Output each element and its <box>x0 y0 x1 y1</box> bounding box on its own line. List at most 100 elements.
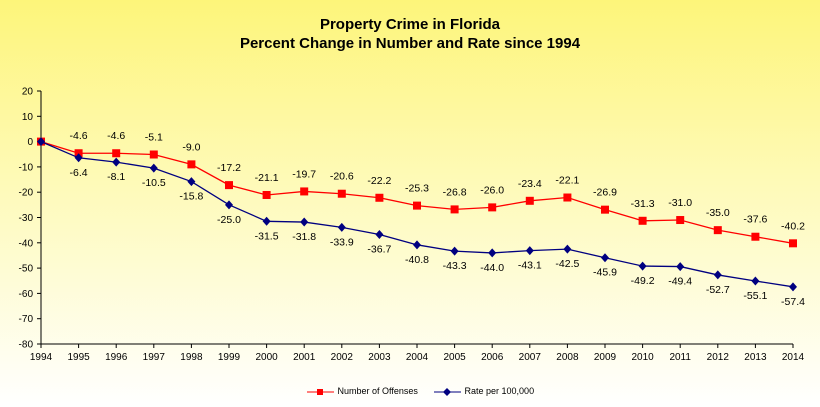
data-label-offenses: -26.0 <box>480 184 504 196</box>
data-point-rate <box>751 276 760 286</box>
data-point-offenses <box>337 189 346 198</box>
data-point-rate <box>225 200 233 210</box>
data-point-rate <box>563 244 572 254</box>
data-label-rate: -52.7 <box>706 284 730 296</box>
data-label-rate: -42.5 <box>555 258 579 270</box>
data-label-offenses: -20.6 <box>330 171 354 183</box>
data-point-offenses <box>300 187 309 196</box>
data-label-rate: -10.5 <box>142 177 166 189</box>
y-tick-label: 20 <box>22 87 34 98</box>
data-label-offenses: -25.3 <box>405 183 429 195</box>
data-label-rate: -44.0 <box>480 262 504 274</box>
x-tick-label: 2009 <box>594 352 617 363</box>
data-label-rate: -43.3 <box>443 260 467 272</box>
data-label-offenses: -26.9 <box>593 187 617 199</box>
x-tick-label: 2005 <box>443 352 466 363</box>
y-tick-label: -20 <box>19 188 34 199</box>
data-point-rate <box>676 262 685 272</box>
data-point-offenses <box>413 201 421 210</box>
x-tick-label: 2013 <box>744 352 767 363</box>
data-point-rate <box>262 216 271 226</box>
data-label-rate: -8.1 <box>107 171 125 183</box>
y-tick-label: -80 <box>19 340 34 351</box>
data-point-rate <box>149 163 158 173</box>
y-tick-label: -30 <box>19 213 34 224</box>
data-point-offenses <box>450 205 459 214</box>
data-label-rate: -25.0 <box>217 214 241 226</box>
x-tick-label: 2000 <box>255 352 278 363</box>
data-label-offenses: -26.8 <box>443 186 467 198</box>
data-point-rate <box>450 246 459 256</box>
data-label-rate: -31.5 <box>255 230 279 242</box>
x-tick-label: 1997 <box>143 352 166 363</box>
data-label-offenses: -17.2 <box>217 162 241 174</box>
data-point-offenses <box>112 149 121 158</box>
data-label-rate: -36.7 <box>367 243 391 255</box>
y-tick-label: -60 <box>19 289 34 300</box>
x-tick-label: 2010 <box>631 352 654 363</box>
data-label-offenses: -4.6 <box>107 130 125 142</box>
data-point-offenses <box>638 216 647 225</box>
data-label-offenses: -21.1 <box>255 172 279 184</box>
data-point-offenses <box>601 205 609 214</box>
data-point-rate <box>187 177 196 187</box>
data-label-rate: -55.1 <box>743 290 767 302</box>
data-point-offenses <box>789 239 797 248</box>
y-tick-label: -70 <box>19 314 34 325</box>
data-label-offenses: -9.0 <box>182 141 200 153</box>
x-tick-label: 2003 <box>368 352 391 363</box>
data-label-offenses: -31.0 <box>668 197 692 209</box>
data-point-offenses <box>676 216 685 225</box>
data-point-offenses <box>713 226 722 235</box>
x-tick-label: 1996 <box>105 352 128 363</box>
y-tick-label: -50 <box>19 264 34 275</box>
x-tick-label: 2002 <box>331 352 354 363</box>
data-label-offenses: -23.4 <box>518 178 542 190</box>
x-tick-label: 2014 <box>782 352 805 363</box>
data-label-offenses: -19.7 <box>292 168 316 180</box>
data-point-rate <box>337 222 346 232</box>
data-point-offenses <box>187 160 196 169</box>
data-label-rate: -40.8 <box>405 254 429 266</box>
data-point-offenses <box>563 193 572 202</box>
data-point-rate <box>601 253 609 263</box>
data-point-rate <box>525 246 534 256</box>
legend-rate-label: Rate per 100,000 <box>464 386 535 396</box>
data-point-rate <box>789 282 797 292</box>
data-point-rate <box>713 270 722 280</box>
legend-offenses-label: Number of Offenses <box>337 386 418 396</box>
x-tick-label: 2001 <box>293 352 316 363</box>
legend-item-offenses: Number of Offenses <box>307 386 418 397</box>
data-label-offenses: -4.6 <box>70 130 88 142</box>
data-label-offenses: -5.1 <box>145 132 163 144</box>
data-point-rate <box>112 157 121 167</box>
legend-item-rate: Rate per 100,000 <box>434 386 534 397</box>
y-tick-label: 10 <box>22 112 34 123</box>
x-tick-label: 2012 <box>707 352 730 363</box>
data-point-offenses <box>525 196 534 205</box>
chart-title: Property Crime in Florida <box>319 16 501 33</box>
data-point-offenses <box>149 150 158 159</box>
y-tick-label: -10 <box>19 162 34 173</box>
data-label-rate: -57.4 <box>781 296 805 308</box>
data-label-rate: -43.1 <box>518 260 542 272</box>
data-label-offenses: -22.2 <box>367 175 391 187</box>
x-tick-label: 1994 <box>30 352 53 363</box>
x-tick-label: 1995 <box>67 352 90 363</box>
x-tick-label: 2011 <box>669 352 691 363</box>
y-tick-label: 0 <box>27 137 33 148</box>
x-tick-label: 2006 <box>481 352 504 363</box>
data-point-rate <box>413 240 421 250</box>
data-label-offenses: -22.1 <box>555 175 579 187</box>
data-point-offenses <box>262 190 271 199</box>
x-tick-label: 2007 <box>519 352 542 363</box>
data-label-offenses: -40.2 <box>781 220 805 232</box>
data-point-offenses <box>225 181 233 190</box>
data-point-offenses <box>488 203 497 212</box>
data-label-offenses: -37.6 <box>743 214 767 226</box>
data-point-rate <box>488 248 497 258</box>
x-tick-label: 1999 <box>218 352 241 363</box>
chart-subtitle: Percent Change in Number and Rate since … <box>239 35 581 52</box>
